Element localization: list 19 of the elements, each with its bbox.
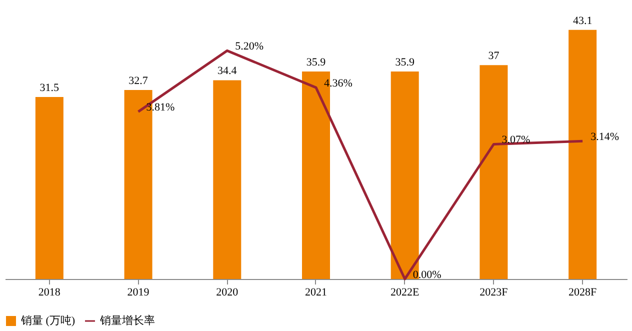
- bar: [35, 96, 64, 279]
- x-tick-label: 2021: [305, 286, 327, 298]
- x-tick-label: 2019: [127, 286, 150, 298]
- data-label: 34.4: [218, 65, 238, 78]
- data-label: 5.20%: [235, 40, 264, 53]
- x-tick-label: 2022E: [390, 286, 420, 298]
- data-label: 35.9: [306, 56, 326, 69]
- x-tick-label: 2020: [216, 286, 239, 298]
- x-tick-label: 2028F: [568, 286, 597, 298]
- x-tick-label: 2023F: [480, 286, 508, 298]
- legend-label: 销量增长率: [99, 314, 155, 327]
- x-tick-label: 2018: [38, 286, 61, 298]
- data-label: 35.9: [395, 56, 415, 69]
- data-label: 43.1: [572, 14, 592, 27]
- data-label: 31.5: [40, 82, 60, 94]
- bar: [213, 80, 242, 279]
- legend-label: 销量 (万吨): [20, 314, 76, 327]
- data-label: 32.7: [128, 75, 148, 88]
- data-label: 37: [488, 50, 500, 62]
